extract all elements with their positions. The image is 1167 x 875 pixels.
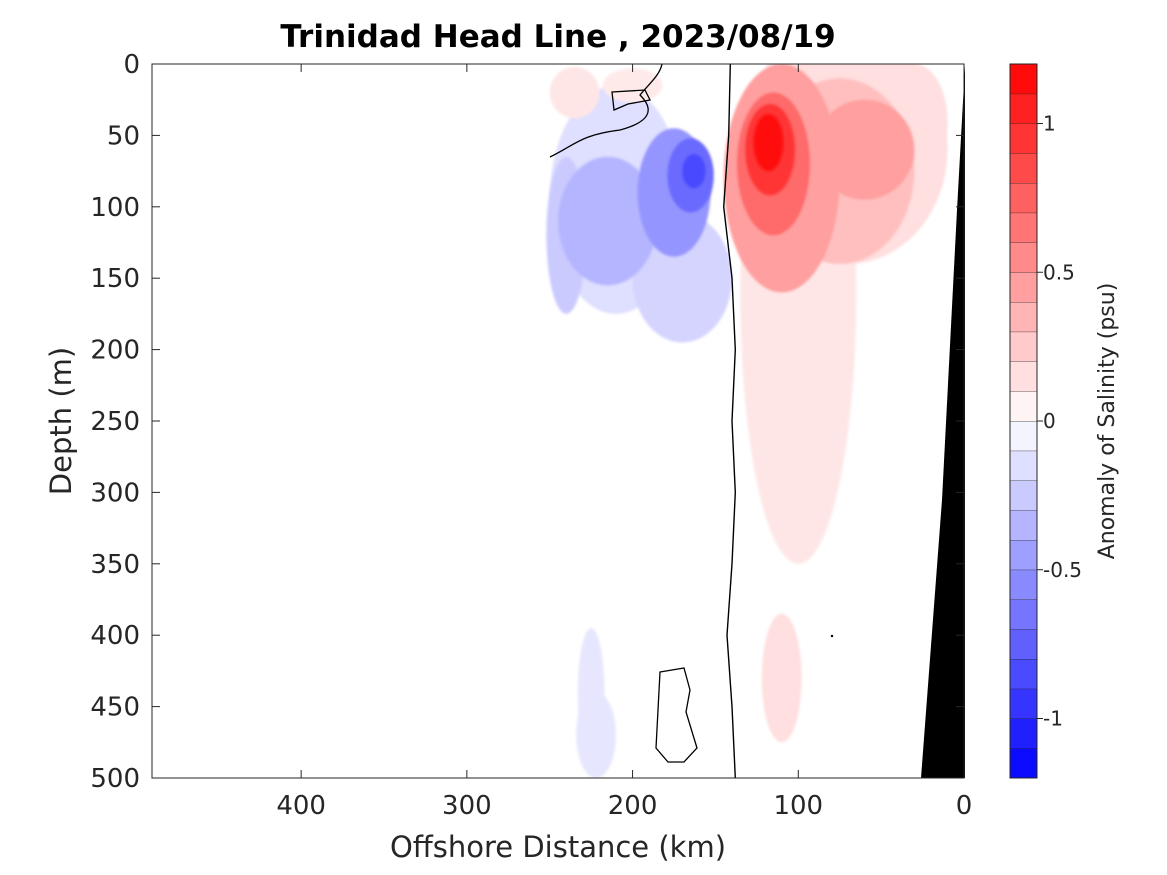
x-tick-label: 0 xyxy=(956,791,973,821)
x-tick-label: 100 xyxy=(773,791,823,821)
anomaly-patch-12 xyxy=(549,66,600,119)
colorbar-swatch xyxy=(1010,748,1037,778)
y-tick-label: 0 xyxy=(123,50,140,80)
chart-title: Trinidad Head Line , 2023/08/19 xyxy=(280,19,835,55)
anomaly-patch-3 xyxy=(558,156,658,286)
y-tick-label: 300 xyxy=(90,478,140,508)
colorbar-swatch xyxy=(1010,450,1037,481)
y-tick-label: 50 xyxy=(107,121,140,151)
colorbar-swatch xyxy=(1010,569,1037,600)
y-axis-label: Depth (m) xyxy=(44,347,78,495)
anomaly-patch-6 xyxy=(682,153,706,189)
colorbar-label: Anomaly of Salinity (psu) xyxy=(1095,283,1120,560)
contour-dot xyxy=(830,634,834,638)
bathymetry-mask xyxy=(921,65,965,778)
colorbar-swatch xyxy=(1010,659,1037,689)
colorbar-swatch xyxy=(1010,421,1037,451)
y-tick-label: 200 xyxy=(90,336,140,366)
y-tick-label: 350 xyxy=(90,550,140,580)
anomaly-patch-8 xyxy=(577,628,605,757)
colorbar-swatch xyxy=(1010,688,1037,719)
y-tick-label: 150 xyxy=(90,264,140,294)
colorbar-swatch xyxy=(1010,480,1037,511)
salinity-anomaly-field xyxy=(546,64,948,778)
colorbar-swatch xyxy=(1010,183,1037,213)
colorbar-swatch xyxy=(1010,510,1037,540)
y-tick-label: 450 xyxy=(90,693,140,723)
contour-line-upper-left xyxy=(549,63,663,158)
colorbar-swatch xyxy=(1010,331,1037,362)
contour-loop-deep xyxy=(655,667,698,763)
x-axis: 400 300 200 100 0 xyxy=(276,64,972,821)
colorbar-swatch xyxy=(1010,391,1037,421)
colorbar-swatch xyxy=(1010,361,1037,392)
y-tick-label: 500 xyxy=(90,764,140,794)
colorbar-swatch xyxy=(1010,93,1037,124)
anomaly-patch-17 xyxy=(814,99,915,200)
y-tick-label: 100 xyxy=(90,193,140,223)
colorbar-swatch xyxy=(1010,629,1037,659)
colorbar-swatch xyxy=(1010,718,1037,749)
x-tick-label: 300 xyxy=(442,791,492,821)
y-tick-label: 250 xyxy=(90,407,140,437)
colorbar-swatch xyxy=(1010,302,1037,332)
colorbar-tick-label: 0 xyxy=(1043,409,1056,433)
x-tick-label: 400 xyxy=(276,791,326,821)
x-axis-label: Offshore Distance (km) xyxy=(390,830,726,864)
contour-loop-small xyxy=(611,89,651,111)
colorbar-swatch xyxy=(1010,540,1037,570)
anomaly-patch-20 xyxy=(753,113,784,172)
x-tick-label: 200 xyxy=(608,791,658,821)
colorbar-swatch xyxy=(1010,64,1037,94)
colorbar: -1 -0.5 0 0.5 1 xyxy=(1009,63,1082,779)
y-axis: 0 50 100 150 200 250 300 350 400 450 500 xyxy=(90,50,964,794)
colorbar-tick-label: -1 xyxy=(1043,707,1063,731)
y-tick-label: 400 xyxy=(90,621,140,651)
colorbar-swatch xyxy=(1010,153,1037,183)
colorbar-swatch xyxy=(1010,242,1037,273)
zero-contour-line xyxy=(722,64,737,778)
colorbar-tick-label: 0.5 xyxy=(1043,260,1075,284)
colorbar-swatch xyxy=(1010,599,1037,630)
colorbar-swatch xyxy=(1010,272,1037,302)
colorbar-tick-label: 1 xyxy=(1043,112,1056,136)
colorbar-swatch xyxy=(1010,212,1037,243)
anomaly-patch-14 xyxy=(761,613,802,743)
colorbar-tick-label: -0.5 xyxy=(1043,558,1082,582)
colorbar-swatch xyxy=(1010,123,1037,154)
anomaly-patch-13 xyxy=(602,68,663,103)
